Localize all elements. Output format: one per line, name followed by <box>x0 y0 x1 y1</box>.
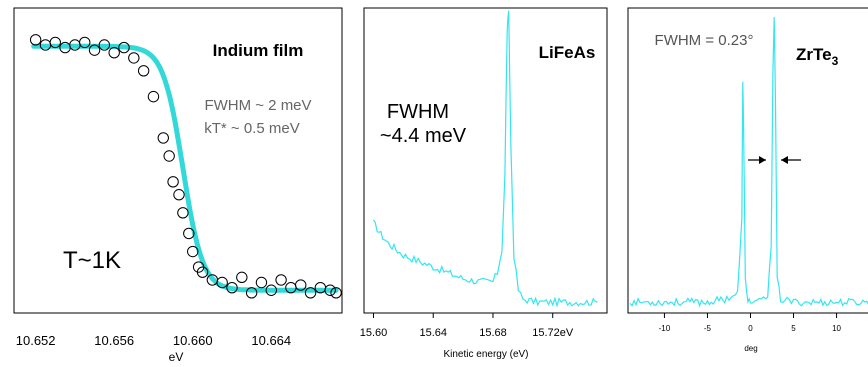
x-tick-label: 10.664 <box>251 333 291 348</box>
chart-title: LiFeAs <box>539 43 596 62</box>
data-point <box>137 65 150 77</box>
data-point <box>88 44 101 56</box>
x-axis-ticks: -10 -5 0 5 10 <box>659 313 842 333</box>
data-point <box>147 90 160 103</box>
data-point <box>295 279 307 291</box>
x-axis-label: deg <box>744 344 757 353</box>
annotation-kt: kT* ~ 0.5 meV <box>204 120 299 137</box>
data-point <box>157 132 169 144</box>
data-point <box>118 41 130 54</box>
annotation-fwhm-value: ~4.4 meV <box>380 125 467 147</box>
arrowhead-left <box>759 156 766 164</box>
x-tick-label: -10 <box>659 324 671 333</box>
data-point <box>304 287 317 299</box>
x-tick-label: 15.60 <box>360 327 388 339</box>
annotation-fwhm: FWHM <box>387 101 449 123</box>
data-point <box>196 266 209 278</box>
x-tick-label: 0 <box>748 324 753 333</box>
arrowhead-right <box>781 156 788 164</box>
x-tick-label: 15.72eV <box>532 327 574 339</box>
x-axis-ticks: 10.652 10.656 10.660 10.664 <box>16 333 291 348</box>
x-tick-label: 15.68 <box>479 327 507 339</box>
data-point <box>128 52 140 64</box>
x-axis-label: eV <box>169 350 184 364</box>
data-point <box>275 274 287 286</box>
series-line <box>373 10 598 308</box>
chart-title: ZrTe3 <box>796 45 839 68</box>
annotation-fwhm: FWHM ~ 2 meV <box>204 97 311 114</box>
data-point <box>245 287 258 299</box>
x-tick-label: -5 <box>704 324 712 333</box>
data-point <box>98 39 111 51</box>
x-tick-label: 10 <box>832 324 841 333</box>
data-point <box>183 227 195 240</box>
x-tick-label: 15.64 <box>419 327 447 339</box>
x-tick-label: 10.660 <box>173 333 213 348</box>
data-point <box>163 150 175 162</box>
annotation-fwhm: FWHM = 0.23° <box>655 32 754 49</box>
plot-frame <box>13 7 343 314</box>
data-point <box>216 276 228 289</box>
data-point <box>330 287 342 299</box>
fermi-fit-line <box>31 43 339 293</box>
data-point <box>29 34 42 46</box>
data-point <box>265 284 277 296</box>
x-axis-label: Kinetic energy (eV) <box>443 349 528 360</box>
data-point <box>187 245 199 258</box>
data-point <box>167 176 179 188</box>
data-point <box>226 281 238 294</box>
spectrum-line <box>373 10 598 308</box>
data-point <box>236 271 248 284</box>
x-tick-label: 5 <box>791 324 796 333</box>
data-point <box>324 284 336 296</box>
annotation-temperature: T~1K <box>63 247 121 274</box>
spectrum-line <box>629 16 868 308</box>
data-point <box>177 207 189 219</box>
x-tick-label: 10.652 <box>16 333 56 348</box>
fwhm-arrows <box>748 156 801 164</box>
plot-frame <box>363 7 608 314</box>
x-axis-ticks: 15.60 15.64 15.68 15.72eV <box>360 313 574 339</box>
series-line <box>629 16 868 308</box>
chart-title: Indium film <box>213 41 304 60</box>
x-tick-label: 10.656 <box>94 333 134 348</box>
data-point <box>255 276 268 289</box>
data-points <box>29 34 342 299</box>
panel-zrte3: -10 -5 0 5 10 FWHM = 0.23° ZrTe3 deg <box>627 7 868 353</box>
panel-indium: 10.652 10.656 10.660 10.664 Indium film FWH… <box>13 7 343 364</box>
fit-line <box>31 43 339 293</box>
panel-lifeas: 15.60 15.64 15.68 15.72eV LiFeAs FWHM ~4.4 … <box>360 7 608 360</box>
data-point <box>108 47 120 59</box>
data-point <box>79 36 91 49</box>
data-point <box>49 36 61 49</box>
data-point <box>173 189 185 201</box>
